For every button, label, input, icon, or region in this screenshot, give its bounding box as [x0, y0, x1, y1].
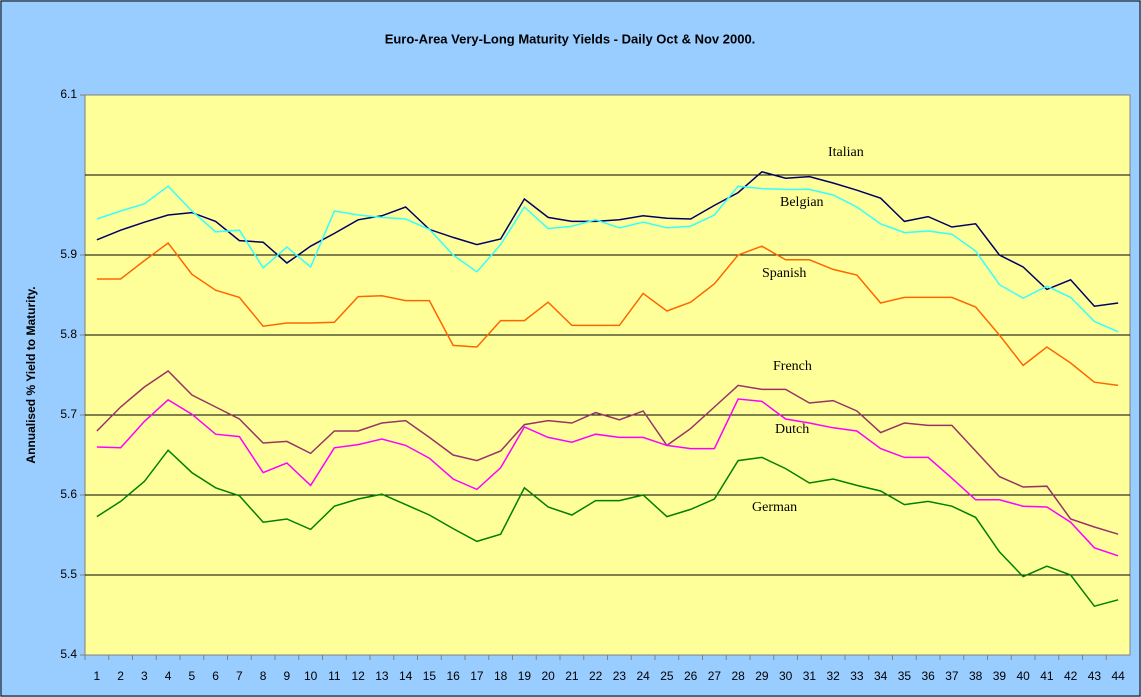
x-tick-label: 29 [755, 669, 769, 683]
x-tick-label: 34 [874, 669, 888, 683]
x-tick-label: 41 [1040, 669, 1054, 683]
series-line [96, 185, 1119, 333]
x-tick-label: 2 [117, 669, 124, 683]
x-tick-label: 3 [141, 669, 148, 683]
x-tick-label: 43 [1088, 669, 1102, 683]
x-tick-label: 14 [399, 669, 413, 683]
x-tick-label: 21 [565, 669, 579, 683]
x-tick-label: 16 [446, 669, 460, 683]
line-label: Belgian [780, 195, 824, 210]
x-tick-label: 22 [589, 669, 603, 683]
x-tick-label: 9 [284, 669, 291, 683]
chart-title: Euro-Area Very-Long Maturity Yields - Da… [385, 31, 756, 46]
series-line [96, 241, 1119, 387]
x-tick-label: 12 [351, 669, 365, 683]
x-tick-label: 11 [328, 669, 341, 683]
x-tick-label: 26 [684, 669, 698, 683]
x-tick-label: 31 [803, 669, 817, 683]
x-tick-label: 5 [189, 669, 196, 683]
y-tick-label: 5.6 [60, 487, 77, 501]
x-tick-label: 15 [423, 669, 437, 683]
x-tick-label: 42 [1064, 669, 1078, 683]
x-tick-label: 18 [494, 669, 508, 683]
x-tick-label: 17 [470, 669, 484, 683]
y-tick-label: 5.7 [60, 407, 77, 421]
y-tick-label: 5.5 [60, 567, 77, 581]
y-tick-label: 5.8 [60, 327, 77, 341]
x-tick-label: 10 [304, 669, 318, 683]
x-tick-label: 36 [921, 669, 935, 683]
y-tick-label: 5.9 [60, 247, 77, 261]
plot-area [84, 94, 1131, 656]
x-tick-label: 27 [708, 669, 722, 683]
x-tick-label: 19 [518, 669, 532, 683]
x-tick-label: 40 [1016, 669, 1030, 683]
line-label: Dutch [775, 422, 809, 437]
x-tick-label: 25 [660, 669, 674, 683]
series-line [96, 370, 1119, 535]
x-tick-label: 13 [375, 669, 389, 683]
x-tick-label: 24 [636, 669, 650, 683]
series-line [96, 170, 1119, 307]
x-tick-label: 7 [236, 669, 243, 683]
x-tick-label: 39 [993, 669, 1007, 683]
line-label: Italian [828, 145, 864, 160]
x-tick-label: 4 [165, 669, 172, 683]
line-label: German [752, 500, 797, 515]
x-tick-label: 33 [850, 669, 864, 683]
x-tick-label: 28 [731, 669, 745, 683]
x-tick-label: 44 [1111, 669, 1125, 683]
x-tick-label: 38 [969, 669, 983, 683]
x-tick-label: 1 [94, 669, 101, 683]
x-tick-label: 8 [260, 669, 267, 683]
x-tick-label: 6 [212, 669, 219, 683]
y-axis-title: Annualised % Yield to Maturity. [24, 286, 38, 463]
x-tick-label: 30 [779, 669, 793, 683]
y-tick-label: 6.1 [60, 87, 77, 101]
y-tick-label: 5.4 [60, 647, 77, 661]
series-line [96, 398, 1119, 557]
series-line [96, 449, 1119, 608]
x-tick-label: 20 [541, 669, 555, 683]
line-label: Spanish [762, 266, 806, 281]
x-tick-label: 35 [898, 669, 912, 683]
x-tick-label: 37 [945, 669, 959, 683]
x-tick-label: 32 [826, 669, 840, 683]
x-tick-label: 23 [613, 669, 627, 683]
line-label: French [773, 359, 812, 374]
